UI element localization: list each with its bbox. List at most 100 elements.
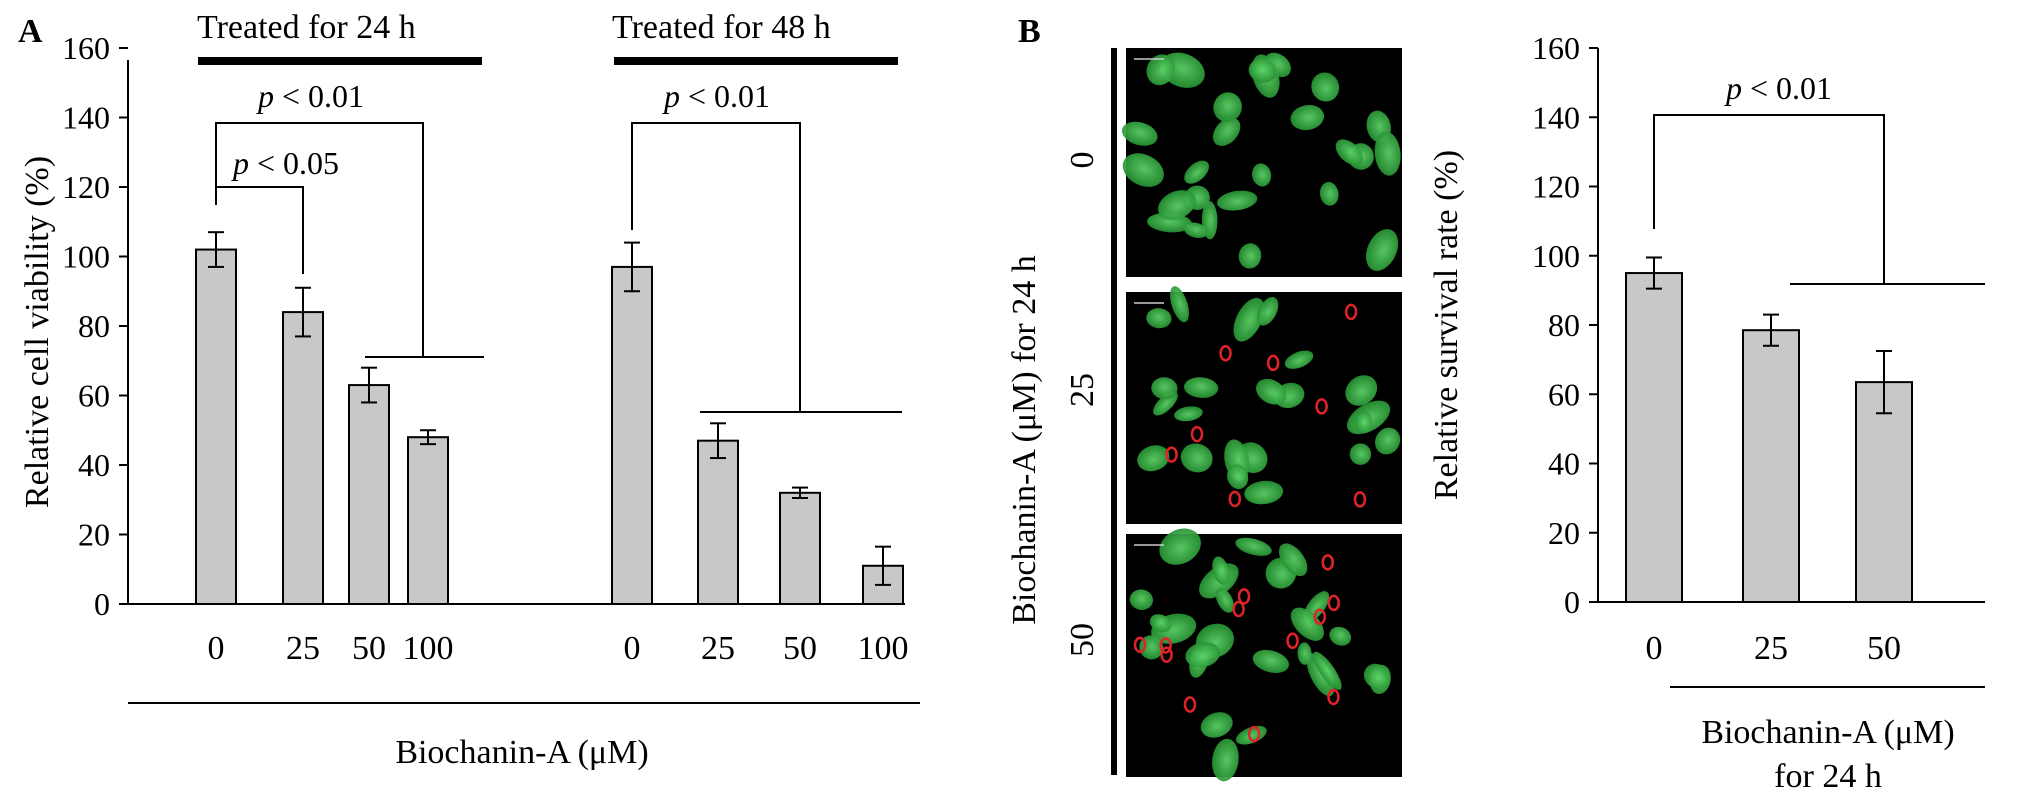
micrograph-red-cell xyxy=(1237,588,1251,605)
micrograph-green-cell xyxy=(1335,139,1363,166)
chart-a-ytick-label: 0 xyxy=(94,586,110,622)
micrograph-red-cell xyxy=(1315,398,1328,415)
micrograph-green-cell xyxy=(1170,286,1189,323)
chart-a-bar-24h-50-xtick-label: 50 xyxy=(352,630,386,667)
micrograph-green-cell xyxy=(1184,377,1219,398)
chart-b-y-title: Relative survival rate (%) xyxy=(1428,150,1465,500)
micrograph-green-cell xyxy=(1149,614,1172,633)
micrograph-green-cell xyxy=(1121,121,1158,146)
micrograph-y-title: Biochanin-A (μM) for 24 h xyxy=(1006,255,1043,625)
chart-b-ytick-label: 20 xyxy=(1548,515,1580,551)
chart-b-ytick-label: 0 xyxy=(1564,584,1580,620)
chart-b-bar-0-xtick-label: 0 xyxy=(1646,630,1663,667)
annotation-48h-p001: p < 0.01 xyxy=(662,78,770,114)
micrograph-green-cell xyxy=(1306,653,1335,697)
panel-a-label: A xyxy=(18,13,43,50)
chart-b: 0 20 40 60 80 100 120 140 160 0 25 50 p < 0.01 Bio… xyxy=(1428,30,1985,795)
chart-a: 0 20 40 60 80 100 120 140 160 0 25 50 100 0 25 50 100 T… xyxy=(19,9,920,771)
micrograph-red-cell xyxy=(1183,696,1197,713)
micrograph-red-cell xyxy=(1344,303,1358,321)
micrograph-row-25-label: 25 xyxy=(1064,373,1101,407)
micrograph-green-cell xyxy=(1174,406,1203,422)
micrograph-red-cell xyxy=(1247,725,1261,743)
group-24h-label: Treated for 24 h xyxy=(197,9,416,46)
group-48h-label: Treated for 48 h xyxy=(612,9,831,46)
micrograph-row-50-label: 50 xyxy=(1064,623,1101,657)
chart-a-bar-48h-50-xtick-label: 50 xyxy=(783,630,817,667)
chart-a-bar-24h-100-xtick-label: 100 xyxy=(403,630,454,667)
chart-a-ytick-label: 40 xyxy=(78,447,110,483)
micrograph-green-cell xyxy=(1217,190,1258,211)
micrograph-green-cell xyxy=(1180,443,1213,473)
micrograph-green-cell xyxy=(1137,445,1170,472)
micrograph-green-cell xyxy=(1238,243,1262,269)
micrograph-green-cell xyxy=(1345,375,1378,406)
micrograph-green-cell xyxy=(1235,537,1272,556)
micrograph-green-cell xyxy=(1354,411,1372,434)
panel-b-label: B xyxy=(1018,13,1041,50)
bracket-b-p001 xyxy=(1653,114,1885,284)
annotation-24h-p001: p < 0.01 xyxy=(256,78,364,114)
chart-b-bar-0 xyxy=(1625,272,1683,603)
chart-b-ytick-label: 100 xyxy=(1532,238,1580,274)
micrograph-red-cell xyxy=(1190,425,1204,443)
chart-a-bar-48h-0-xtick-label: 0 xyxy=(624,630,641,667)
micrograph-green-cell xyxy=(1233,297,1265,342)
chart-a-y-title: Relative cell viability (%) xyxy=(19,156,56,508)
micrograph-green-cell xyxy=(1290,105,1325,131)
annotation-b-p001: p < 0.01 xyxy=(1724,70,1832,106)
micrograph-red-cell xyxy=(1321,554,1335,571)
micrograph-red-cell xyxy=(1133,636,1147,654)
micrograph-red-cell xyxy=(1165,446,1178,463)
chart-a-bar-24h-25-xtick-label: 25 xyxy=(286,630,320,667)
micrograph-green-cell xyxy=(1146,54,1175,86)
chart-b-bar-25-xtick-label: 25 xyxy=(1754,630,1788,667)
micrograph-red-cell xyxy=(1266,354,1280,372)
micrograph-red-cell xyxy=(1219,345,1232,362)
micrograph-green-cell xyxy=(1158,190,1196,220)
micrograph-green-cell xyxy=(1311,72,1340,102)
micrograph-green-cell xyxy=(1365,229,1399,271)
micrograph-green-cell xyxy=(1252,163,1272,187)
micrograph-green-cell xyxy=(1363,663,1391,690)
chart-b-ytick-label: 140 xyxy=(1532,99,1580,135)
chart-a-x-title: Biochanin-A (μM) xyxy=(395,734,648,771)
chart-a-bar-48h-50 xyxy=(779,491,821,605)
micrograph-green-cell xyxy=(1284,350,1314,369)
micrograph-green-cell xyxy=(1244,480,1284,505)
micrograph-green-cell xyxy=(1185,642,1221,668)
micrographs: Biochanin-A (μM) for 24 h 0 25 50 xyxy=(1006,48,1402,782)
chart-a-ytick-label: 120 xyxy=(62,169,110,205)
micrograph-green-cell xyxy=(1349,443,1372,465)
chart-a-ytick-label: 60 xyxy=(78,378,110,414)
chart-a-bar-24h-25 xyxy=(282,311,324,605)
annotation-24h-p005: p < 0.05 xyxy=(231,145,339,181)
micrograph-green-cell xyxy=(1200,712,1233,738)
micrograph-green-cell xyxy=(1290,607,1324,641)
micrograph-green-cell xyxy=(1212,117,1241,146)
micrograph-red-cell xyxy=(1232,600,1245,618)
chart-a-ytick-label: 160 xyxy=(62,30,110,66)
micrograph-green-cell xyxy=(1215,587,1234,613)
chart-b-bar-50 xyxy=(1855,381,1913,603)
micrograph-green-cell xyxy=(1375,427,1401,455)
micrograph-red-cell xyxy=(1313,608,1327,626)
chart-b-bar-50-xtick-label: 50 xyxy=(1867,630,1901,667)
micrograph-green-cell xyxy=(1374,131,1401,176)
chart-a-bar-24h-0-xtick-label: 0 xyxy=(208,630,225,667)
chart-a-ytick-label: 140 xyxy=(62,100,110,136)
micrograph-green-cell xyxy=(1312,651,1342,690)
micrograph-green-cell xyxy=(1129,589,1154,611)
micrograph-green-cell xyxy=(1227,464,1249,490)
micrograph-green-cell xyxy=(1184,160,1209,184)
micrograph-green-cell xyxy=(1329,626,1352,646)
chart-a-bar-48h-0 xyxy=(611,265,653,605)
chart-b-bar-25 xyxy=(1742,329,1800,603)
bracket-48h-p001 xyxy=(631,122,801,412)
micrograph-green-cell xyxy=(1212,556,1230,585)
micrograph-green-cell xyxy=(1183,222,1209,239)
chart-a-bar-24h-0 xyxy=(195,248,237,606)
micrograph-green-cell xyxy=(1297,642,1312,665)
micrograph-red-cell xyxy=(1160,646,1173,663)
